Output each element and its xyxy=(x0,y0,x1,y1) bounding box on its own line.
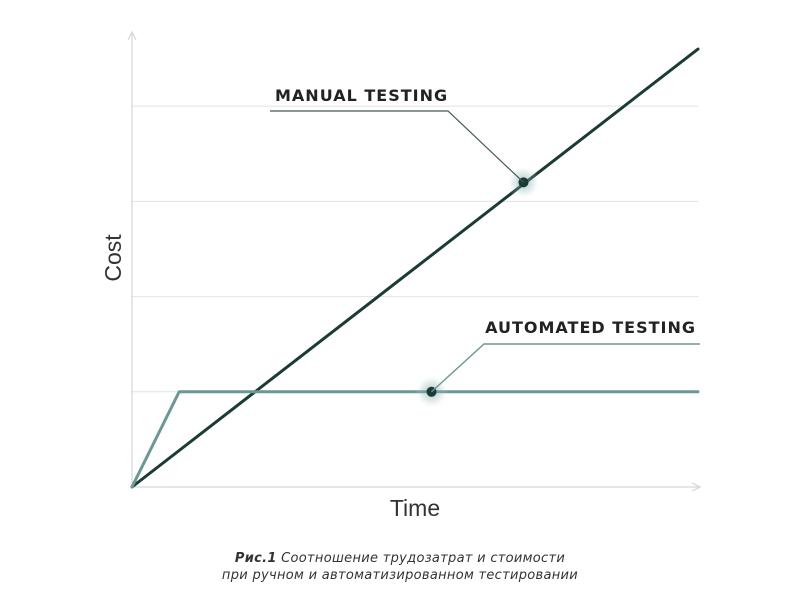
callout-layer: MANUAL TESTING AUTOMATED TESTING xyxy=(270,86,700,393)
y-axis-arrow xyxy=(127,30,137,41)
figure-caption-text-1: Соотношение трудозатрат и стоимости xyxy=(281,551,566,566)
series-layer xyxy=(130,47,700,489)
y-axis-label: Cost xyxy=(100,234,126,282)
x-axis-arrow xyxy=(691,482,702,492)
figure-caption-prefix: Рис.1 xyxy=(234,551,277,566)
series-line-auto xyxy=(130,390,700,489)
gridlines xyxy=(132,105,698,393)
series-label-auto: AUTOMATED TESTING xyxy=(485,318,696,337)
callout-leader-manual xyxy=(270,110,524,183)
figure-caption-line-1: Рис.1 Соотношение трудозатрат и стоимост… xyxy=(0,551,800,566)
series-label-manual: MANUAL TESTING xyxy=(275,86,448,105)
x-axis-label: Time xyxy=(390,495,440,521)
callout-leader-auto xyxy=(431,343,700,393)
figure-caption-line-2: при ручном и автоматизированном тестиров… xyxy=(0,568,800,583)
figure-caption-text-2: при ручном и автоматизированном тестиров… xyxy=(221,568,579,583)
series-line-manual xyxy=(130,47,700,489)
